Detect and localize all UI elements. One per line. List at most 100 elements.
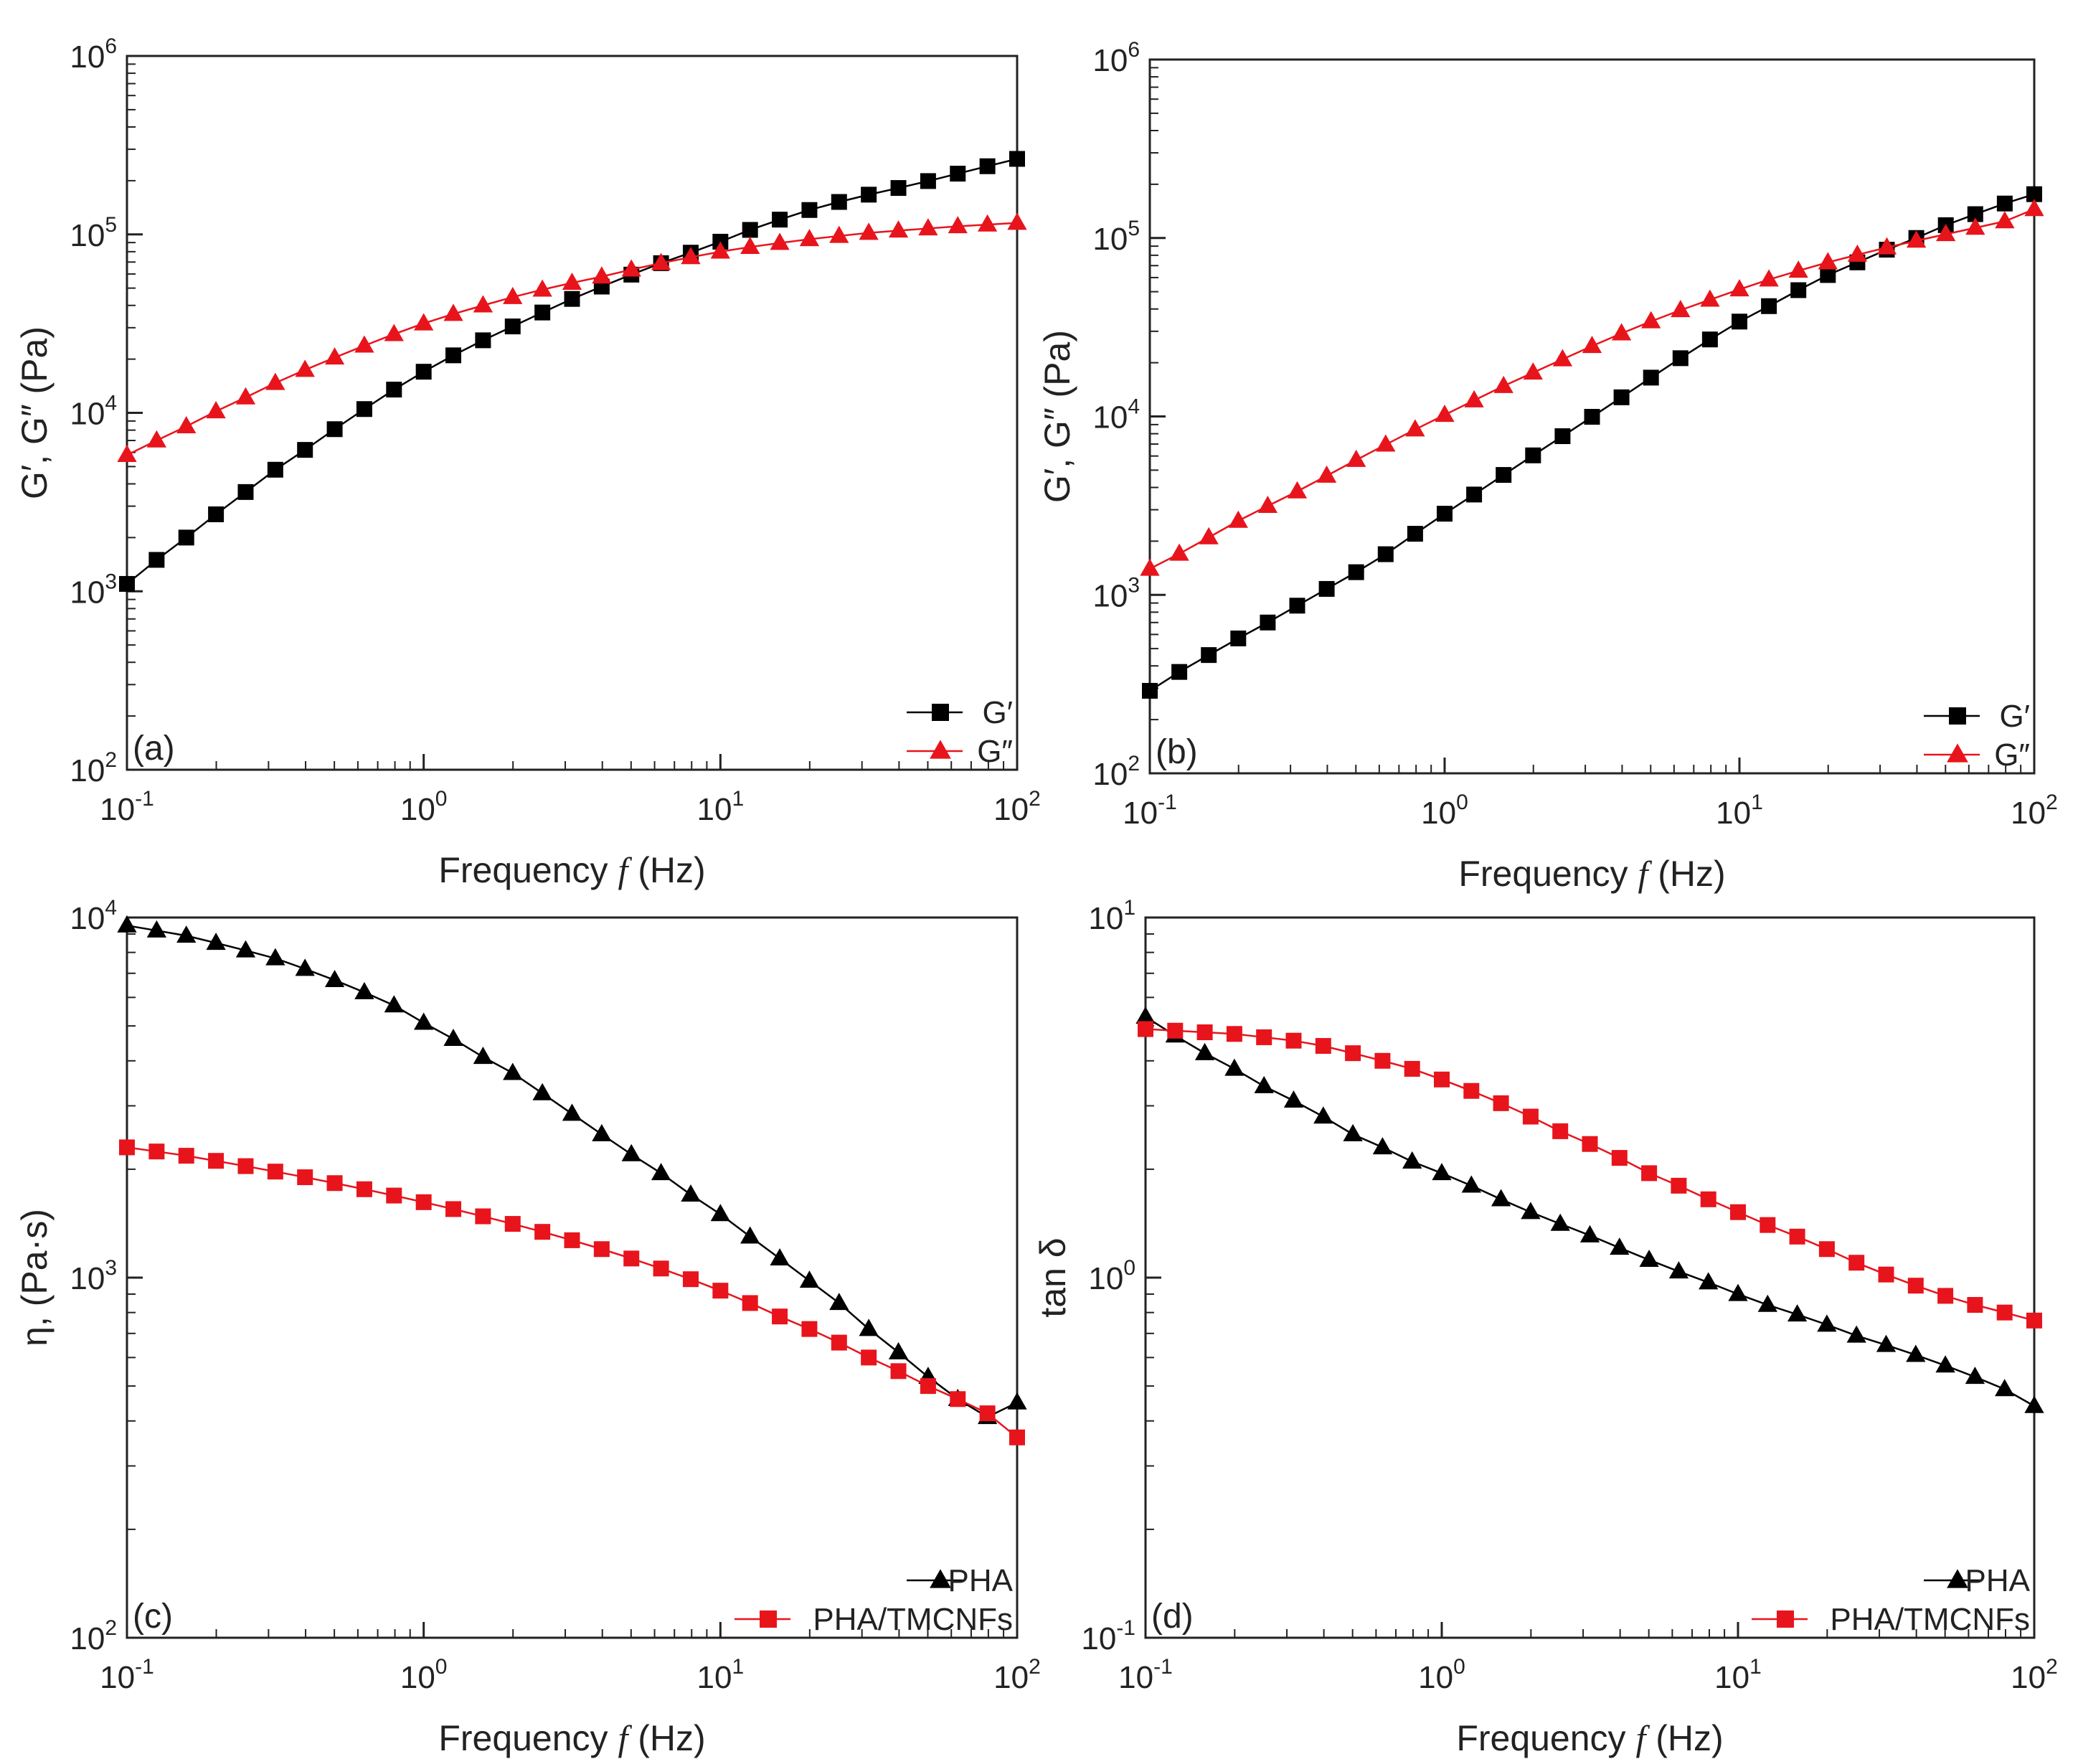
data-point [503,286,523,304]
data-point [1700,1191,1716,1207]
data-point [592,1123,612,1141]
data-point [178,529,194,546]
data-point [2026,1312,2042,1329]
x-tick-label: 101 [697,787,745,827]
data-point [1201,647,1217,664]
series-second [119,1139,1025,1445]
data-point [1671,1177,1687,1194]
legend-label: PHA/TMCNFs [1830,1602,2030,1637]
data-point [799,229,820,247]
data-point [384,324,404,341]
x-tick-label: 102 [993,1655,1041,1695]
y-tick-label: 105 [70,213,117,253]
x-tick-label: 100 [1421,791,1468,831]
data-point [979,1405,996,1422]
data-point [562,1103,582,1121]
data-point [1818,1241,1835,1258]
x-tick-label: 10-1 [1123,791,1177,831]
legend-marker [1947,743,1968,763]
data-point [532,1083,552,1100]
data-point [564,291,580,307]
data-point [1491,1189,1511,1207]
data-point [1522,1108,1539,1125]
chart-panel-b: 10-1 100 101 102 102 103 104 105 106 Frequency f … [1037,38,2058,894]
data-point [1611,1150,1628,1166]
data-point [1230,630,1247,646]
data-point [504,319,521,335]
data-point [1196,1024,1213,1041]
data-point [1759,269,1779,287]
x-tick-label: 10-1 [100,1655,154,1695]
legend-label: G′ [983,695,1013,730]
data-point [1318,580,1335,597]
data-point [1817,1314,1837,1332]
data-point [237,484,254,500]
data-point [415,364,432,380]
data-point [1402,1151,1422,1169]
data-point [859,222,879,240]
y-tick-label: 103 [70,1256,117,1296]
data-point [1847,244,1868,262]
data-point [1009,1429,1025,1445]
data-point [1525,447,1541,463]
data-point [1199,527,1219,544]
data-point [1167,1022,1184,1039]
plot-frame [126,916,1019,1639]
data-point [1613,389,1630,405]
data-point [1937,1288,1954,1304]
panel-label: (d) [1151,1598,1194,1636]
data-point [1996,195,2013,212]
data-point [415,1194,432,1210]
data-point [829,225,849,243]
data-point [1610,1237,1630,1255]
data-point [324,969,345,988]
data-point [1787,1304,1808,1322]
legend: PHA PHA/TMCNFs [735,1563,1014,1637]
data-point [682,1271,699,1288]
data-point [740,1226,760,1244]
data-point [1671,300,1691,318]
data-point [593,1241,610,1258]
data-point [653,1260,669,1277]
data-point [1405,419,1425,437]
data-point [1287,481,1308,499]
y-tick-label: 104 [70,896,117,936]
legend-label: PHA [1965,1563,2031,1598]
data-point [445,1201,462,1217]
y-tick-label: 100 [1088,1256,1135,1296]
data-point [1254,1075,1274,1093]
data-point [1965,1367,1985,1385]
y-tick-label: 102 [1092,752,1140,792]
data-point [532,279,552,297]
data-point [1699,1272,1719,1290]
data-point [920,1378,936,1395]
data-point [799,1270,820,1288]
data-point [1757,1294,1777,1312]
data-point [1906,230,1927,248]
data-point [386,1187,402,1204]
data-point [1788,260,1808,278]
legend: PHA PHA/TMCNFs [1752,1563,2031,1637]
data-point [859,1319,879,1336]
data-point [1315,1037,1331,1054]
legend-label: PHA/TMCNFs [813,1602,1013,1637]
data-point [265,372,285,390]
data-point [1346,449,1366,467]
data-point [861,187,877,203]
series-first [119,151,1025,592]
y-tick-label: 106 [1092,38,1140,78]
data-point [473,1047,493,1065]
data-point [1224,1058,1245,1076]
data-point [1668,1261,1689,1279]
data-point [1995,1379,2015,1397]
x-tick-label: 101 [1714,1655,1762,1695]
data-point [918,218,938,236]
data-point [1257,495,1278,513]
data-point [324,347,345,365]
data-point [979,158,996,174]
y-axis-title: G′, G″ (Pa) [14,326,55,499]
series-line [1149,208,2035,570]
legend-label: G″ [1994,737,2030,773]
x-tick-label: 102 [2011,1655,2058,1695]
data-point [295,958,315,976]
